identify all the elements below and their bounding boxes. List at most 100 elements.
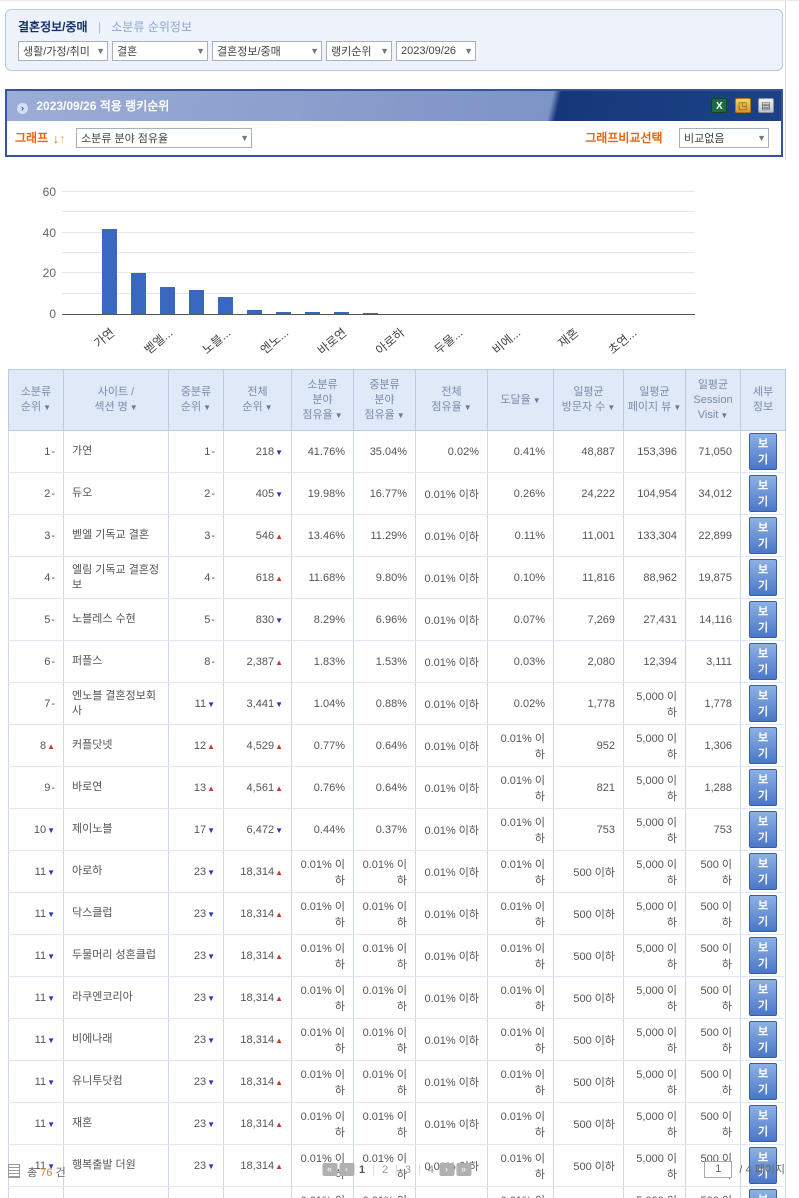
sort-arrow-icon[interactable]: ▼ <box>673 403 681 412</box>
rank-type-select[interactable]: 랭키순위▼ <box>326 41 392 61</box>
next-page-button[interactable]: › <box>439 1163 454 1176</box>
site-name-cell[interactable]: 초연결혼정보 <box>64 1187 169 1198</box>
site-name-cell[interactable]: 재혼 <box>64 1103 169 1145</box>
site-name-cell[interactable]: 커플닷넷 <box>64 725 169 767</box>
page-link-2[interactable]: 2 <box>382 1164 388 1176</box>
arrow-up-icon[interactable]: ↑ <box>59 131 66 146</box>
visitors-cell: 7,269 <box>554 599 624 641</box>
visitors-cell: 500 이하 <box>554 1187 624 1198</box>
rank-cell: 13▲ <box>169 767 224 809</box>
view-details-button[interactable]: 보기 <box>749 769 777 806</box>
first-page-button[interactable]: « <box>322 1163 337 1176</box>
sub-share-cell: 1.83% <box>292 641 354 683</box>
view-details-button[interactable]: 보기 <box>749 601 777 638</box>
rank-value: 11 <box>35 866 46 878</box>
chart-y-tick-label: 40 <box>18 226 56 240</box>
site-name-cell[interactable]: 아로하 <box>64 851 169 893</box>
up-arrow-icon: ▲ <box>47 742 55 751</box>
site-name-cell[interactable]: 엘림 기독교 결혼정보 <box>64 557 169 599</box>
prev-page-button[interactable]: ‹ <box>339 1163 354 1176</box>
reach-cell: 0.01% 이하 <box>488 935 554 977</box>
sort-arrow-icon[interactable]: ▼ <box>335 411 343 420</box>
site-name-cell[interactable]: 노블레스 수현 <box>64 599 169 641</box>
save-icon[interactable]: ◳ <box>735 98 751 113</box>
view-details-button[interactable]: 보기 <box>749 433 777 470</box>
site-name-cell[interactable]: 닥스클럽 <box>64 893 169 935</box>
rank-value: 830 <box>256 614 274 626</box>
view-details-button[interactable]: 보기 <box>749 895 777 932</box>
site-name-cell[interactable]: 퍼플스 <box>64 641 169 683</box>
excel-export-icon[interactable]: X <box>711 98 727 113</box>
sort-arrow-icon[interactable]: ▼ <box>607 403 615 412</box>
site-name-cell[interactable]: 라쿠엔코리아 <box>64 977 169 1019</box>
page-link-4[interactable]: 4 <box>428 1164 434 1176</box>
page-link-3[interactable]: 3 <box>405 1164 411 1176</box>
subcategory-rank-info-link[interactable]: 소분류 순위정보 <box>111 20 192 34</box>
site-name-cell[interactable]: 제이노블 <box>64 809 169 851</box>
column-header[interactable]: 도달율▼ <box>488 370 554 431</box>
site-name-cell[interactable]: 비에나래 <box>64 1019 169 1061</box>
sub-category-select[interactable]: 결혼정보/중매▼ <box>212 41 322 61</box>
mid-category-select[interactable]: 결혼▼ <box>112 41 208 61</box>
total-share-cell: 0.01% 이하 <box>416 767 488 809</box>
group-select[interactable]: 생활/가정/취미▼ <box>18 41 108 61</box>
view-details-button[interactable]: 보기 <box>749 559 777 596</box>
site-name-cell[interactable]: 바로연 <box>64 767 169 809</box>
view-details-button[interactable]: 보기 <box>749 727 777 764</box>
down-arrow-icon: ▼ <box>207 1120 215 1129</box>
site-name-cell[interactable]: 벧엘 기독교 결혼 <box>64 515 169 557</box>
sort-arrow-icon[interactable]: ▼ <box>720 411 728 420</box>
up-arrow-icon: ▲ <box>275 1120 283 1129</box>
sort-arrow-icon[interactable]: ▼ <box>265 403 273 412</box>
view-details-button[interactable]: 보기 <box>749 937 777 974</box>
graph-metric-select[interactable]: 소분류 분야 점유율 ▼ <box>76 128 252 148</box>
view-details-button[interactable]: 보기 <box>749 1021 777 1058</box>
site-name-cell[interactable]: 엔노블 결혼정보회사 <box>64 683 169 725</box>
date-select[interactable]: 2023/09/26▼ <box>396 41 476 61</box>
rank-value: 4,529 <box>247 740 275 752</box>
view-details-button[interactable]: 보기 <box>749 475 777 512</box>
down-arrow-icon: ▼ <box>47 1078 55 1087</box>
site-name-cell[interactable]: 유니투닷컴 <box>64 1061 169 1103</box>
view-details-button[interactable]: 보기 <box>749 685 777 722</box>
sort-arrow-icon[interactable]: ▼ <box>43 403 51 412</box>
page-number-input[interactable]: 1 <box>704 1161 732 1178</box>
rank-cell: 618▲ <box>224 557 292 599</box>
chevron-down-icon: ▼ <box>196 46 205 56</box>
sort-arrow-icon[interactable]: ▼ <box>130 403 138 412</box>
last-page-button[interactable]: » <box>456 1163 471 1176</box>
site-name-cell[interactable]: 두물머리 성혼클럽 <box>64 935 169 977</box>
graph-compare-select[interactable]: 비교없음 ▼ <box>679 128 769 148</box>
total-share-cell: 0.02% <box>416 431 488 473</box>
view-details-button[interactable]: 보기 <box>749 1105 777 1142</box>
sort-arrow-icon[interactable]: ▼ <box>464 403 472 412</box>
sort-arrow-icon[interactable]: ▼ <box>203 403 211 412</box>
print-icon[interactable]: ▤ <box>758 98 774 113</box>
sub-share-cell: 0.01% 이하 <box>292 851 354 893</box>
view-details-button[interactable]: 보기 <box>749 643 777 680</box>
rank-cell: 23▼ <box>169 1187 224 1198</box>
sort-arrow-icon[interactable]: ▼ <box>533 396 541 405</box>
sort-arrow-icon[interactable]: ▼ <box>397 411 405 420</box>
view-details-button[interactable]: 보기 <box>749 853 777 890</box>
view-details-button[interactable]: 보기 <box>749 1063 777 1100</box>
site-name-cell[interactable]: 듀오 <box>64 473 169 515</box>
down-arrow-icon: ▼ <box>275 490 283 499</box>
view-details-button[interactable]: 보기 <box>749 517 777 554</box>
page-link-1[interactable]: 1 <box>359 1164 365 1176</box>
site-name-cell[interactable]: 가연 <box>64 431 169 473</box>
chart-y-tick-label: 20 <box>18 266 56 280</box>
view-details-button[interactable]: 보기 <box>749 979 777 1016</box>
column-header[interactable]: 사이트 /섹션 명▼ <box>64 370 169 431</box>
view-details-button[interactable]: 보기 <box>749 811 777 848</box>
